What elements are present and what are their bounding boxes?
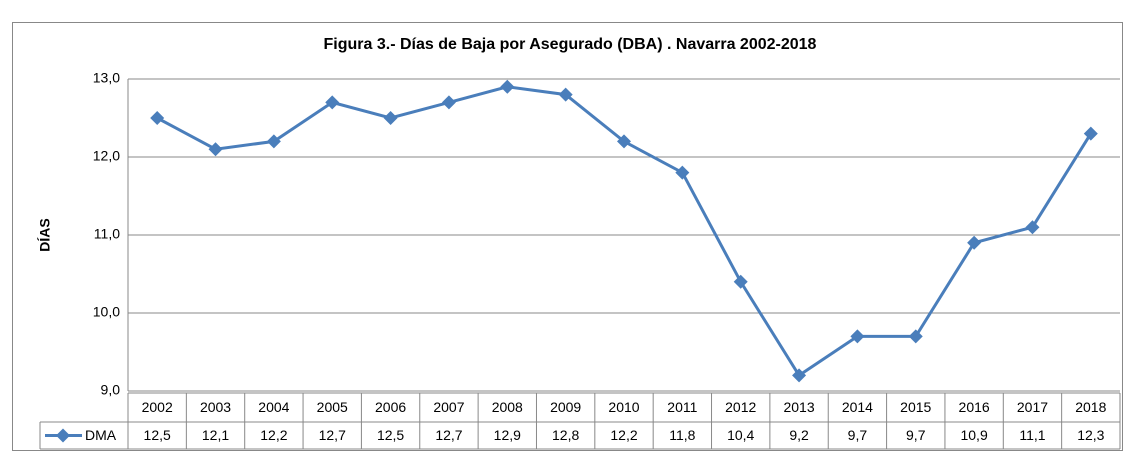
legend-marker: [56, 428, 70, 443]
y-tick-label: 11,0: [94, 226, 120, 242]
x-tick-label: 2016: [959, 399, 990, 415]
marker: [325, 95, 340, 110]
marker: [500, 79, 515, 94]
marker: [967, 235, 982, 250]
marker: [266, 134, 281, 149]
y-tick-label: 9,0: [101, 382, 121, 398]
marker: [150, 111, 165, 125]
marker: [617, 134, 631, 149]
table-value: 12,7: [435, 427, 462, 443]
chart-title: Figura 3.- Días de Baja por Asegurado (D…: [324, 36, 817, 53]
x-tick-label: 2013: [783, 399, 814, 415]
marker: [1025, 220, 1040, 235]
table-value: 11,1: [1019, 427, 1045, 443]
legend-label: DMA: [85, 427, 117, 443]
marker: [558, 87, 573, 102]
table-value: 12,1: [202, 427, 229, 443]
table-value: 12,2: [260, 427, 287, 443]
x-tick-label: 2015: [900, 399, 931, 415]
table-value: 9,7: [906, 427, 926, 443]
table-value: 12,3: [1077, 427, 1104, 443]
table-value: 12,5: [377, 427, 404, 443]
x-tick-label: 2006: [375, 399, 406, 415]
marker: [908, 329, 923, 344]
y-tick-label: 13,0: [93, 70, 120, 86]
table-value: 12,8: [552, 427, 579, 443]
x-tick-label: 2007: [433, 399, 464, 415]
y-axis-title: DÍAS: [37, 218, 53, 251]
marker: [441, 95, 456, 110]
chart-frame: [12, 22, 1123, 451]
table-value: 12,2: [610, 427, 637, 443]
marker: [1083, 126, 1098, 141]
marker: [675, 165, 690, 180]
x-tick-label: 2011: [667, 399, 697, 415]
x-tick-label: 2002: [142, 399, 173, 415]
marker: [733, 274, 748, 289]
table-value: 11,8: [669, 427, 695, 443]
x-tick-label: 2014: [842, 399, 873, 415]
table-value: 9,2: [789, 427, 809, 443]
table-value: 12,9: [494, 427, 521, 443]
y-tick-label: 10,0: [93, 304, 120, 320]
x-tick-label: 2008: [492, 399, 523, 415]
table-value: 12,7: [319, 427, 346, 443]
marker: [850, 329, 865, 344]
table-value: 9,7: [848, 427, 868, 443]
x-tick-label: 2017: [1017, 399, 1048, 415]
marker: [383, 111, 398, 125]
marker: [208, 142, 223, 157]
x-tick-label: 2009: [550, 399, 581, 415]
marker: [792, 368, 807, 383]
table-value: 10,9: [960, 427, 987, 443]
x-tick-label: 2005: [317, 399, 348, 415]
x-tick-label: 2018: [1075, 399, 1106, 415]
x-tick-label: 2010: [608, 399, 639, 415]
table-value: 10,4: [727, 427, 754, 443]
x-tick-label: 2012: [725, 399, 756, 415]
x-tick-label: 2003: [200, 399, 231, 415]
y-tick-label: 12,0: [93, 148, 120, 164]
x-tick-label: 2004: [258, 399, 289, 415]
table-value: 12,5: [144, 427, 171, 443]
